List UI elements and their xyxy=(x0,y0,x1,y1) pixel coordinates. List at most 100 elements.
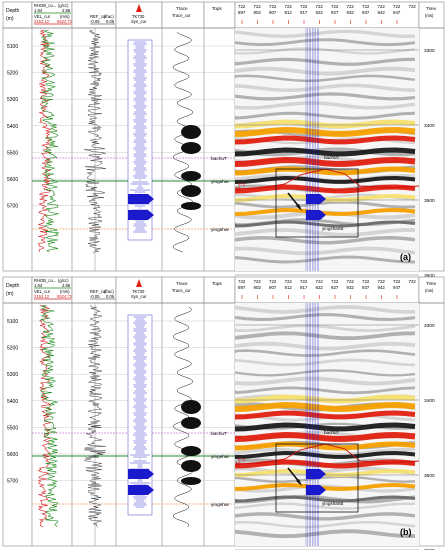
trace-number: 722 xyxy=(238,4,246,9)
trace-number-sub: 907 xyxy=(269,10,277,15)
depth-unit: (m) xyxy=(6,16,14,22)
depth-tick: 5100 xyxy=(7,319,18,325)
panel-a-body: 5100 5200 5300 5400 5500 5600 5700 bachuT yingsh… xyxy=(7,28,435,279)
trace-number-sub: 937 xyxy=(362,285,370,290)
panel-letter: (a) xyxy=(400,252,411,262)
vel-min: 2153.12 xyxy=(34,294,50,299)
trace-number-sub: 912 xyxy=(285,285,293,290)
trace-number-sub: 917 xyxy=(300,10,308,15)
time-tick: 3300 xyxy=(424,323,435,329)
trace-number: 722 xyxy=(362,4,370,9)
rhob-max: 2.86 xyxy=(62,283,71,288)
depth-unit: (m) xyxy=(6,291,14,297)
depth-tick: 5400 xyxy=(7,399,18,405)
time-tick: 3400 xyxy=(424,398,435,404)
panel-b-header: Depth (m) RHOB_cu... (g/cc) 1.94 2.86 VE… xyxy=(3,277,444,303)
panel-b-body: 5100 5200 5300 5400 5500 5600 5700 bachuT yingsh… xyxy=(7,303,435,550)
trace-number-sub: 907 xyxy=(269,285,277,290)
trace-number-sub: 902 xyxy=(254,10,262,15)
trace-number-sub: 937 xyxy=(362,10,370,15)
trace-number-sub: 942 xyxy=(378,285,386,290)
depth-header: Depth xyxy=(6,283,20,289)
trace-number-sub: 947 xyxy=(393,285,401,290)
panel-a-header: Depth (m) RHOB_cu... (g/cc) 1.94 2.86 VE… xyxy=(3,2,444,28)
trace-sub: Trace_cur xyxy=(172,288,191,293)
trace-number-sub: 927 xyxy=(331,285,339,290)
top-label: yingshar xyxy=(211,179,230,185)
depth-header: Depth xyxy=(6,8,20,14)
depth-tick: 5200 xyxy=(7,346,18,352)
ref-max: 0.05 xyxy=(106,19,115,24)
trace-number: 722 xyxy=(300,4,308,9)
trace-header: Trace xyxy=(176,281,188,286)
top-label: yingshar xyxy=(211,454,230,460)
depth-tick: 5600 xyxy=(7,177,18,183)
time-tick: 3500 xyxy=(424,198,435,204)
seismic-label-bachuT: bachuT xyxy=(324,430,340,435)
trace-number-sub: 932 xyxy=(347,285,355,290)
seismic-section xyxy=(235,303,419,546)
ref-max: 0.05 xyxy=(106,294,115,299)
depth-tick: 5200 xyxy=(7,71,18,77)
wavelet-sub: Syn_cur xyxy=(131,294,147,299)
marker-574: 574 xyxy=(238,457,246,462)
time-tick: 3300 xyxy=(424,48,435,54)
vel-max: 6524.71 xyxy=(57,294,73,299)
trace-number-sub: 927 xyxy=(331,10,339,15)
depth-tick: 5300 xyxy=(7,97,18,103)
panel-letter: (b) xyxy=(400,527,412,537)
trace-number-sub: 947 xyxy=(393,10,401,15)
tops-header: Tops xyxy=(212,281,222,286)
trace-number: 722 xyxy=(269,4,277,9)
trace-number: 722 xyxy=(331,4,339,9)
time-unit: (ms) xyxy=(425,288,434,293)
trace-number: 722 xyxy=(300,279,308,284)
vel-max: 6524.71 xyxy=(57,19,73,24)
trace-number: 722 xyxy=(254,4,262,9)
trace-number: 722 xyxy=(285,4,293,9)
seismic-section xyxy=(235,28,419,271)
trace-number: 722 xyxy=(347,279,355,284)
trace-number: 722 xyxy=(238,279,246,284)
trace-number: 722 xyxy=(347,4,355,9)
time-header: Time xyxy=(426,6,436,11)
trace-number: 722 xyxy=(331,279,339,284)
trace-number-sub: 917 xyxy=(300,285,308,290)
ref-min: -0.05 xyxy=(90,19,100,24)
depth-tick: 5600 xyxy=(7,452,18,458)
top-label: yingshar xyxy=(211,227,230,233)
trace-number: 722 xyxy=(254,279,262,284)
trace-number-sub: 922 xyxy=(316,10,324,15)
tops-header: Tops xyxy=(212,6,222,11)
marker-574: 574 xyxy=(238,182,246,187)
time-unit: (ms) xyxy=(425,13,434,18)
trace-number: 722 xyxy=(316,4,324,9)
depth-tick: 5700 xyxy=(7,204,18,210)
trace-number-sub: 932 xyxy=(347,10,355,15)
trace-number: 722 xyxy=(316,279,324,284)
depth-tick: 5400 xyxy=(7,124,18,130)
trace-number-sub: 897 xyxy=(238,10,246,15)
trace-number: 722 xyxy=(378,279,386,284)
trace-number: 722 xyxy=(393,279,401,284)
depth-tick: 5500 xyxy=(7,150,18,156)
depth-tick: 5100 xyxy=(7,44,18,50)
trace-number: 722 xyxy=(409,279,417,284)
rhob-min: 1.94 xyxy=(34,283,43,288)
time-header: Time xyxy=(426,281,436,286)
trace-number-sub: 912 xyxy=(285,10,293,15)
trace-header: Trace xyxy=(176,6,188,11)
depth-tick: 5500 xyxy=(7,425,18,431)
depth-tick: 5300 xyxy=(7,372,18,378)
trace-number: 722 xyxy=(393,4,401,9)
panel-b: Depth (m) RHOB_cu... (g/cc) 1.94 2.86 VE… xyxy=(3,277,444,550)
top-label: yingshar xyxy=(211,502,230,508)
top-label: bachuT xyxy=(211,431,227,437)
trace-number: 722 xyxy=(285,279,293,284)
wavelet-sub: Syn_cur xyxy=(131,19,147,24)
trace-number-sub: 922 xyxy=(316,285,324,290)
rhob-min: 1.94 xyxy=(34,8,43,13)
rhob-max: 2.86 xyxy=(62,8,71,13)
trace-number-sub: 897 xyxy=(238,285,246,290)
